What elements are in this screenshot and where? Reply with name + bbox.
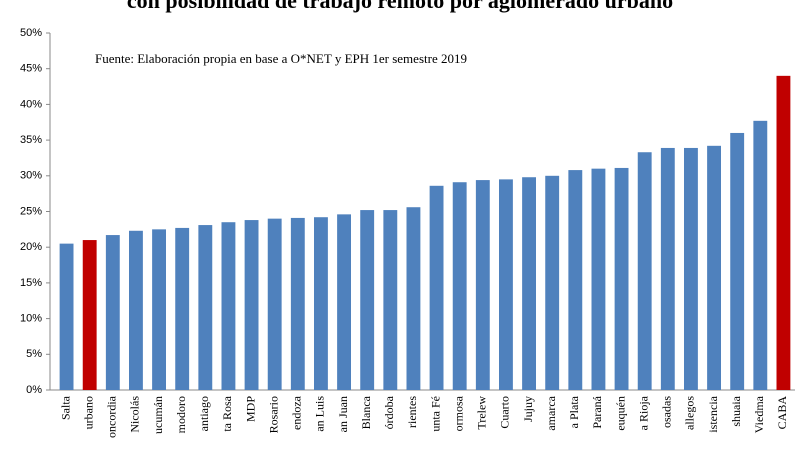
x-tick-label: Viedma xyxy=(752,395,766,433)
x-tick-label: Nicolás xyxy=(128,396,142,433)
bar xyxy=(684,147,698,390)
x-tick-label: órdoba xyxy=(382,395,396,429)
bar xyxy=(59,243,74,390)
bar xyxy=(637,152,652,390)
bar xyxy=(707,145,721,390)
x-tick-label: urbano xyxy=(81,396,95,429)
x-tick-label: antiago xyxy=(197,396,211,431)
bar xyxy=(499,179,513,390)
x-tick-label: CABA xyxy=(775,396,789,430)
bar xyxy=(730,132,745,390)
bar xyxy=(175,227,190,390)
bar xyxy=(429,185,444,390)
bar xyxy=(337,214,351,390)
y-tick-label: 15% xyxy=(20,277,42,289)
bar xyxy=(452,182,467,390)
x-tick-label: istencia xyxy=(706,395,720,432)
y-tick-label: 20% xyxy=(20,241,42,253)
bar xyxy=(406,207,421,390)
x-tick-label: modoro xyxy=(174,396,188,433)
y-tick-label: 50% xyxy=(20,27,42,39)
x-tick-label: MDP xyxy=(243,396,257,422)
x-tick-label: ucumán xyxy=(151,396,165,434)
x-tick-label: Salta xyxy=(58,395,72,420)
bar xyxy=(568,170,583,390)
y-tick-label: 10% xyxy=(20,313,42,325)
bar xyxy=(545,175,560,390)
chart-title: con posibilidad de trabajo remoto por ag… xyxy=(127,0,673,13)
source-note: Fuente: Elaboración propia en base a O*N… xyxy=(95,51,467,66)
bar xyxy=(82,240,97,390)
bar xyxy=(314,217,328,390)
x-tick-label: Rosario xyxy=(266,396,280,433)
y-tick-label: 30% xyxy=(20,170,42,182)
x-tick-label: Jujuy xyxy=(521,396,535,422)
x-tick-label: an Luis xyxy=(313,396,327,432)
x-tick-label: a Plata xyxy=(567,395,581,428)
bar xyxy=(221,222,236,390)
bar xyxy=(198,225,213,390)
bar xyxy=(244,220,259,390)
bar xyxy=(660,147,675,390)
x-tick-label: Blanca xyxy=(359,395,373,429)
x-tick-label: an Juan xyxy=(336,396,350,432)
x-tick-label: ormosa xyxy=(451,395,465,431)
bar xyxy=(383,210,398,390)
y-tick-label: 40% xyxy=(20,98,42,110)
y-tick-label: 0% xyxy=(26,384,42,396)
x-tick-label: unta Fé xyxy=(428,396,442,432)
bar xyxy=(591,168,606,390)
bar xyxy=(475,180,490,390)
y-tick-label: 45% xyxy=(20,63,42,75)
x-tick-label: amarca xyxy=(544,395,558,430)
bar xyxy=(129,230,143,390)
x-tick-label: osadas xyxy=(660,396,674,428)
x-tick-label: allegos xyxy=(683,396,697,430)
y-tick-label: 25% xyxy=(20,205,42,217)
bar xyxy=(776,75,791,390)
y-tick-label: 5% xyxy=(26,348,42,360)
x-tick-label: ta Rosa xyxy=(220,395,234,431)
x-tick-label: Paraná xyxy=(590,395,604,428)
bar xyxy=(360,210,375,390)
x-tick-label: a Rioja xyxy=(636,395,650,430)
x-tick-label: oncordia xyxy=(105,395,119,438)
bar xyxy=(753,120,768,391)
bar xyxy=(614,167,629,390)
bar xyxy=(267,218,282,390)
x-tick-label: Trelew xyxy=(475,396,489,430)
x-tick-label: euquén xyxy=(613,396,627,431)
bar xyxy=(290,217,305,390)
x-tick-label: endoza xyxy=(290,395,304,430)
y-tick-label: 35% xyxy=(20,134,42,146)
x-tick-label: Cuarto xyxy=(498,396,512,429)
bar xyxy=(152,229,166,390)
x-tick-label: shuaia xyxy=(729,395,743,426)
x-tick-label: rientes xyxy=(405,396,419,428)
bar xyxy=(105,235,120,390)
bar xyxy=(522,177,536,390)
